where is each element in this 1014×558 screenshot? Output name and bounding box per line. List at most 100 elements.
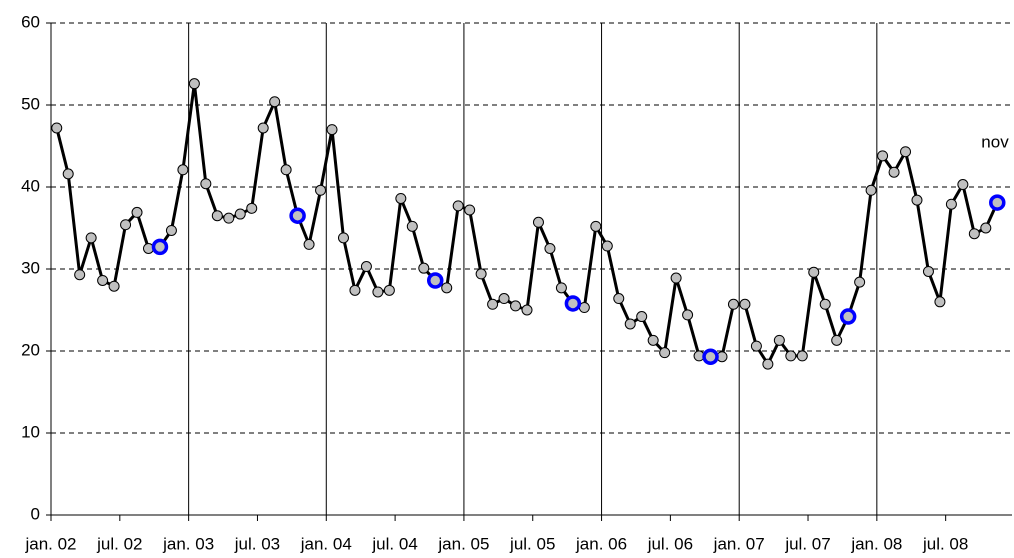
data-point [85, 232, 97, 244]
data-point [865, 184, 877, 196]
data-point [750, 340, 762, 352]
data-point [257, 122, 269, 134]
x-tick-label: jul. 03 [234, 534, 280, 553]
highlight-point [839, 308, 857, 325]
data-point [200, 178, 212, 190]
data-point [796, 350, 808, 362]
data-point [682, 309, 694, 321]
x-tick-label: jul. 02 [96, 534, 142, 553]
data-point [74, 269, 86, 281]
data-point [360, 261, 372, 273]
data-point [831, 334, 843, 346]
data-point [854, 276, 866, 288]
y-tick-label: 10 [21, 422, 40, 441]
y-tick-label: 30 [21, 258, 40, 277]
data-point [900, 146, 912, 158]
data-point [372, 286, 384, 298]
x-tick-label: jul. 06 [647, 534, 693, 553]
data-point [613, 293, 625, 305]
annotation: nov [981, 132, 1009, 151]
highlight-point [564, 295, 582, 312]
data-point [487, 298, 499, 310]
y-tick-label: 0 [31, 504, 40, 523]
data-point [888, 166, 900, 178]
data-point [762, 358, 774, 370]
data-point [980, 222, 992, 234]
data-point [315, 184, 327, 196]
highlight-point [151, 238, 169, 256]
data-point [188, 78, 200, 90]
data-point [601, 240, 613, 252]
x-tick-label: jan. 07 [713, 534, 765, 553]
data-point [808, 266, 820, 278]
x-tick-label: jul. 08 [922, 534, 968, 553]
data-point [395, 192, 407, 204]
data-point [406, 220, 418, 232]
x-tick-label: jul. 07 [784, 534, 830, 553]
y-tick-label: 60 [21, 12, 40, 31]
data-point [418, 262, 430, 274]
data-point [280, 164, 292, 176]
y-tick-label: 40 [21, 176, 40, 195]
x-tick-label: jul. 05 [509, 534, 555, 553]
data-point [555, 282, 567, 294]
data-point [131, 206, 143, 218]
data-point [62, 168, 74, 180]
data-point [177, 164, 189, 176]
x-tick-label: jul. 04 [371, 534, 417, 553]
data-point [269, 96, 281, 108]
data-point [223, 212, 235, 224]
y-tick-label: 20 [21, 340, 40, 359]
data-line [55, 82, 999, 366]
y-tick-label: 50 [21, 94, 40, 113]
data-point [968, 228, 980, 240]
x-tick-label: jan. 06 [575, 534, 627, 553]
data-point [108, 280, 120, 292]
data-point [211, 210, 223, 222]
data-point [636, 311, 648, 323]
data-point [120, 219, 132, 231]
data-point [819, 298, 831, 310]
data-point [590, 220, 602, 232]
x-tick-label: jan. 08 [850, 534, 902, 553]
highlight-point [426, 272, 444, 289]
x-tick-label: jan. 05 [437, 534, 489, 553]
data-point [349, 284, 361, 296]
data-point [911, 194, 923, 206]
data-point [97, 274, 109, 286]
x-tick-label: jan. 03 [162, 534, 214, 553]
data-point [739, 298, 751, 310]
data-point [337, 232, 349, 244]
data-point [303, 238, 315, 250]
data-point [452, 200, 464, 212]
data-point [165, 224, 177, 236]
data-point [624, 318, 636, 330]
data-point [647, 334, 659, 346]
highlight-point [702, 348, 719, 365]
highlight-point [289, 207, 306, 224]
data-point [246, 202, 258, 214]
data-point [464, 204, 476, 216]
data-point [475, 268, 487, 280]
data-point [945, 198, 957, 210]
data-point [51, 122, 63, 134]
data-point [521, 304, 533, 316]
data-point [326, 124, 338, 136]
highlight-point [989, 194, 1006, 211]
data-point [670, 272, 682, 284]
data-point [544, 243, 556, 254]
data-point [234, 208, 246, 220]
data-point [877, 150, 889, 162]
data-point [510, 300, 522, 312]
data-point [532, 216, 544, 228]
x-tick-label: jan. 02 [24, 534, 76, 553]
data-point [383, 284, 395, 296]
data-point [922, 265, 934, 277]
data-point [727, 298, 739, 310]
data-point [659, 347, 671, 359]
x-tick-label: jan. 04 [300, 534, 352, 553]
data-point [441, 282, 453, 294]
data-point [498, 293, 510, 305]
data-point [957, 179, 969, 191]
